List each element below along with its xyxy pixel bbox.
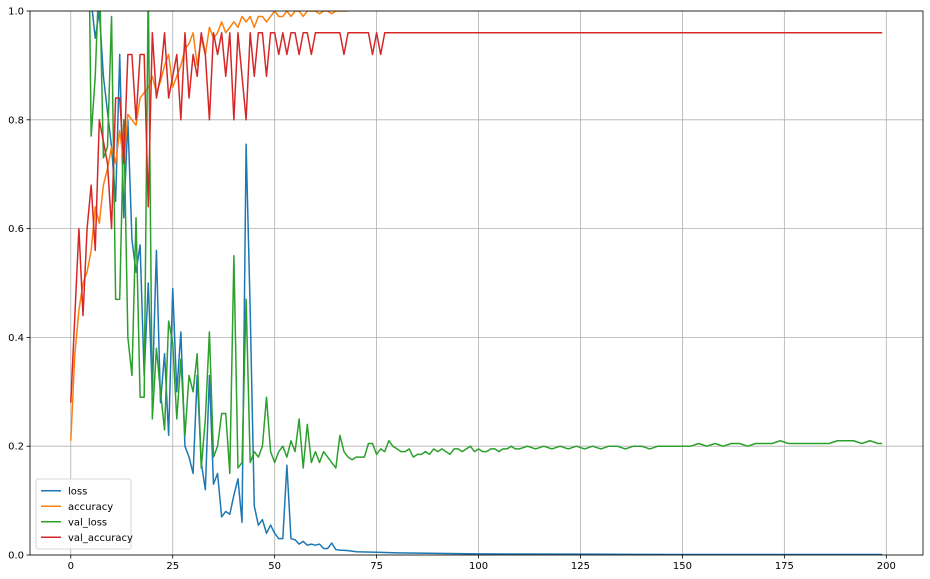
legend-label: loss <box>68 486 87 497</box>
x-axis: 0 25 50 75 100 125 150 175 200 <box>68 555 896 572</box>
series-line-loss <box>91 11 883 555</box>
x-tick-label: 100 <box>469 561 488 572</box>
y-axis: 0.0 0.2 0.4 0.6 0.8 1.0 <box>8 7 30 562</box>
x-tick-label: 50 <box>268 561 281 572</box>
x-tick-label: 175 <box>775 561 794 572</box>
x-tick-label: 125 <box>571 561 590 572</box>
series-line-val-loss <box>88 11 883 475</box>
plot-frame <box>29 10 924 556</box>
x-tick-label: 25 <box>166 561 179 572</box>
legend: loss accuracy val_loss val_accuracy <box>35 478 133 550</box>
y-tick-label: 0.2 <box>8 442 24 453</box>
y-tick-label: 1.0 <box>8 7 24 18</box>
x-tick-label: 0 <box>68 561 74 572</box>
legend-label: accuracy <box>68 502 113 513</box>
y-tick-label: 0.4 <box>8 333 24 344</box>
legend-label: val_loss <box>68 517 107 528</box>
legend-box <box>35 478 132 550</box>
series-line-val-accuracy <box>70 32 883 403</box>
y-tick-label: 0.6 <box>8 224 24 235</box>
y-tick-label: 0.8 <box>8 115 24 126</box>
x-tick-label: 150 <box>673 561 692 572</box>
legend-label: val_accuracy <box>68 533 133 544</box>
series-line-accuracy <box>70 11 349 441</box>
series-lines <box>70 11 883 555</box>
y-tick-label: 0.0 <box>8 551 24 562</box>
x-tick-label: 75 <box>370 561 383 572</box>
x-tick-label: 200 <box>877 561 896 572</box>
